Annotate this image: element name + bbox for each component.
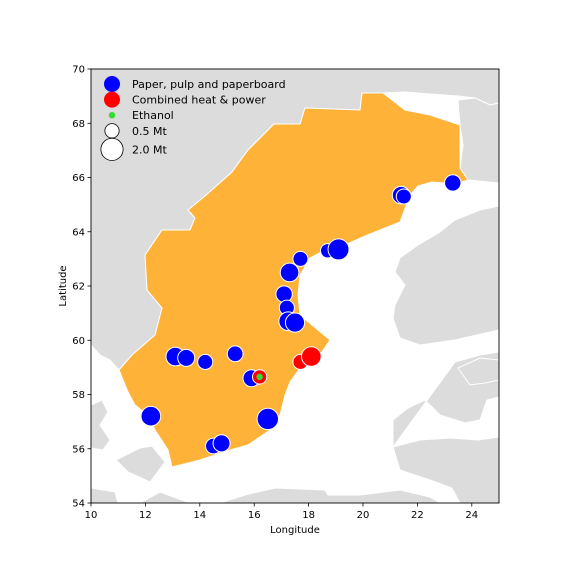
legend-marker — [109, 112, 115, 118]
legend-label: Combined heat & power — [132, 94, 266, 107]
data-point-paper-pulp-and-paperboard — [276, 286, 292, 302]
legend-marker — [105, 124, 119, 138]
y-tick-label: 70 — [72, 65, 85, 76]
x-tick-label: 16 — [248, 510, 261, 521]
data-point-paper-pulp-and-paperboard — [227, 346, 243, 362]
data-point-paper-pulp-and-paperboard — [280, 263, 299, 282]
y-axis-label: Latitude — [58, 265, 69, 306]
data-point-paper-pulp-and-paperboard — [257, 408, 278, 429]
legend-label: Paper, pulp and paperboard — [132, 78, 286, 91]
data-point-ethanol — [256, 374, 262, 380]
data-point-paper-pulp-and-paperboard — [293, 251, 308, 266]
y-tick-label: 56 — [72, 444, 85, 455]
y-tick-label: 54 — [72, 499, 85, 510]
y-tick-label: 62 — [72, 282, 85, 293]
legend-label: Ethanol — [132, 109, 174, 122]
x-tick-label: 18 — [302, 510, 315, 521]
x-tick-label: 12 — [139, 510, 152, 521]
legend-marker — [104, 92, 120, 108]
data-point-paper-pulp-and-paperboard — [285, 313, 304, 332]
x-axis-label: Longitude — [270, 525, 320, 536]
x-tick-label: 24 — [465, 510, 478, 521]
y-tick-label: 60 — [72, 336, 85, 347]
data-point-paper-pulp-and-paperboard — [328, 239, 349, 260]
x-axis: 10 12 14 16 18 20 22 24 — [85, 503, 479, 521]
x-tick-label: 20 — [357, 510, 370, 521]
data-point-paper-pulp-and-paperboard — [445, 175, 461, 191]
data-point-combined-heat-power — [301, 347, 321, 367]
data-point-paper-pulp-and-paperboard — [198, 354, 213, 369]
y-tick-label: 64 — [72, 227, 85, 238]
x-tick-label: 22 — [411, 510, 424, 521]
legend-marker — [101, 138, 123, 160]
data-point-paper-pulp-and-paperboard — [396, 189, 411, 204]
x-tick-label: 10 — [85, 510, 98, 521]
y-axis: 54 56 58 60 62 64 66 68 70 — [72, 65, 91, 510]
data-point-paper-pulp-and-paperboard — [141, 406, 161, 426]
data-point-paper-pulp-and-paperboard — [178, 349, 195, 366]
x-tick-label: 14 — [193, 510, 206, 521]
y-tick-label: 68 — [72, 119, 85, 130]
legend-marker — [104, 76, 120, 92]
legend-label: 0.5 Mt — [132, 125, 167, 138]
data-point-paper-pulp-and-paperboard — [213, 435, 230, 452]
y-tick-label: 66 — [72, 173, 85, 184]
y-tick-label: 58 — [72, 390, 85, 401]
legend-label: 2.0 Mt — [132, 143, 167, 156]
